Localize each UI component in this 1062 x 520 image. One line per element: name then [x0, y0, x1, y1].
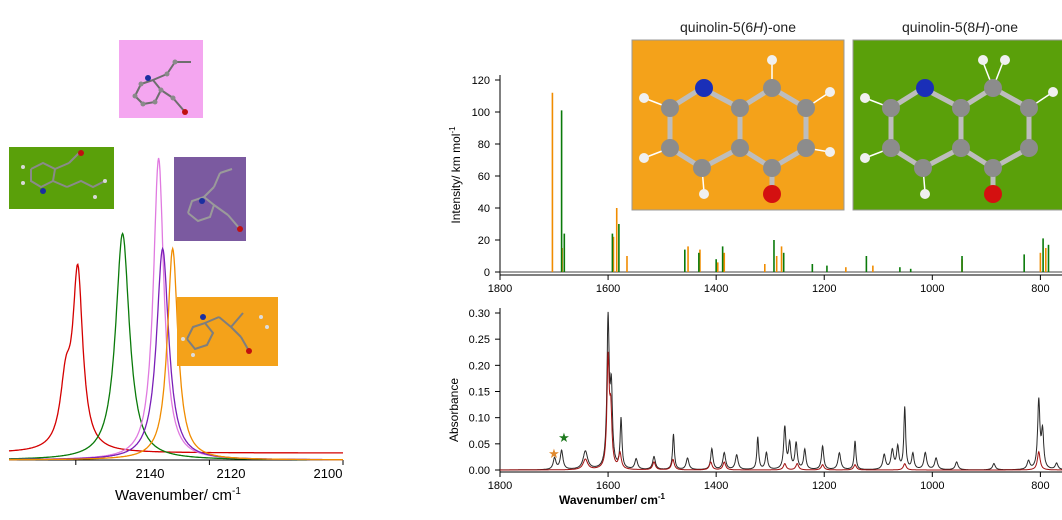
left-curve-red [8, 262, 343, 454]
top-x-tick-label-3: 1200 [812, 283, 836, 295]
left-curve-orange [9, 246, 343, 461]
left-tick-label-2140: 2140 [136, 466, 165, 481]
bottom-curves [500, 311, 1062, 471]
bottom-y-tick-label-3: 0.15 [469, 387, 490, 399]
left-tick-label-2100: 2100 [314, 466, 343, 481]
top-y-tick-label-4: 80 [478, 139, 490, 151]
molecule-title-8h-pre: quinolin-5(8 [902, 19, 975, 35]
bottom-y-axis-label: Absorbance [447, 378, 461, 442]
absorbance-curve-maroon [500, 351, 1062, 471]
molecule-image-orange [177, 297, 278, 366]
molecule-image-8h [852, 39, 1062, 211]
top-y-tick-label-2: 40 [478, 203, 490, 215]
bottom-x-tick-label-2: 1400 [704, 480, 728, 492]
top-y-tick-label-1: 20 [478, 235, 490, 247]
bottom-y-tick-label-0: 0.00 [469, 465, 490, 477]
bottom-x-tick-label-1: 1600 [596, 480, 620, 492]
left-x-axis-label-sup: -1 [232, 486, 241, 497]
bottom-y-tick-label-1: 0.05 [469, 439, 490, 451]
bottom-x-tick-label-0: 1800 [488, 480, 512, 492]
bottom-y-tick-label-2: 0.10 [469, 413, 490, 425]
left-spectrum-panel: 2140 2120 2100 Wavenumber/ cm-1 [8, 157, 344, 504]
top-x-ticks: 1800 1600 1400 1200 1000 800 [488, 275, 1050, 295]
bottom-x-axis-label-main: Wavenumber/ cm [559, 493, 658, 507]
top-x-tick-label-0: 1800 [488, 283, 512, 295]
molecule-image-green [9, 147, 114, 209]
bottom-x-axis-label-sup: -1 [658, 492, 666, 501]
molecule-image-pink [119, 40, 203, 118]
top-y-tick-label-3: 60 [478, 171, 490, 183]
bottom-x-tick-label-4: 1000 [920, 480, 944, 492]
molecule-title-6h-italic: H [753, 19, 764, 35]
molecule-title-8h: quinolin-5(8H)-one [902, 19, 1018, 35]
bottom-x-tick-label-3: 1200 [812, 480, 836, 492]
molecule-title-8h-post: )-one [985, 19, 1018, 35]
molecule-title-6h-pre: quinolin-5(6 [680, 19, 753, 35]
top-x-tick-label-4: 1000 [920, 283, 944, 295]
absorbance-panel: 0.00 0.05 0.10 0.15 0.20 0.25 0.30 1800 1600 140… [447, 308, 1062, 507]
absorbance-curve-dark [500, 311, 1062, 471]
star-marker-orange: ★ [548, 446, 560, 461]
bottom-y-ticks: 0.00 0.05 0.10 0.15 0.20 0.25 0.30 [469, 308, 500, 477]
bottom-y-tick-label-4: 0.20 [469, 360, 490, 372]
top-sticks [500, 92, 1062, 273]
top-x-tick-label-5: 800 [1031, 283, 1049, 295]
top-y-ticks: 0 20 40 60 80 100 120 [472, 75, 500, 279]
left-x-axis-label: Wavenumber/ cm-1 [115, 486, 241, 504]
molecule-title-8h-italic: H [975, 19, 986, 35]
left-tick-label-2120: 2120 [217, 466, 246, 481]
bottom-x-ticks: 1800 1600 1400 1200 1000 800 [488, 472, 1050, 492]
top-y-tick-label-0: 0 [484, 267, 490, 279]
left-x-axis-label-main: Wavenumber/ cm [115, 487, 232, 504]
molecule-title-6h-post: )-one [763, 19, 796, 35]
bottom-x-tick-label-5: 800 [1031, 480, 1049, 492]
left-x-ticks [75, 460, 344, 465]
bottom-y-tick-label-6: 0.30 [469, 308, 490, 320]
top-y-axis-label: Intensity/ km mol-1 [448, 126, 463, 224]
top-x-tick-label-1: 1600 [596, 283, 620, 295]
left-curves [8, 157, 343, 461]
top-y-tick-label-5: 100 [472, 107, 490, 119]
molecule-title-6h: quinolin-5(6H)-one [680, 19, 796, 35]
bottom-x-axis-label: Wavenumber/ cm-1 [559, 492, 666, 507]
top-y-tick-label-6: 120 [472, 75, 490, 87]
top-y-axis-label-sup: -1 [448, 126, 457, 134]
left-curve-purple [9, 246, 343, 461]
top-y-axis-label-main: Intensity/ km mol [449, 134, 463, 224]
bottom-y-tick-label-5: 0.25 [469, 334, 490, 346]
molecule-image-6h [631, 39, 845, 211]
molecule-image-purple [174, 157, 246, 241]
top-x-tick-label-2: 1400 [704, 283, 728, 295]
star-marker-green: ★ [558, 430, 570, 445]
